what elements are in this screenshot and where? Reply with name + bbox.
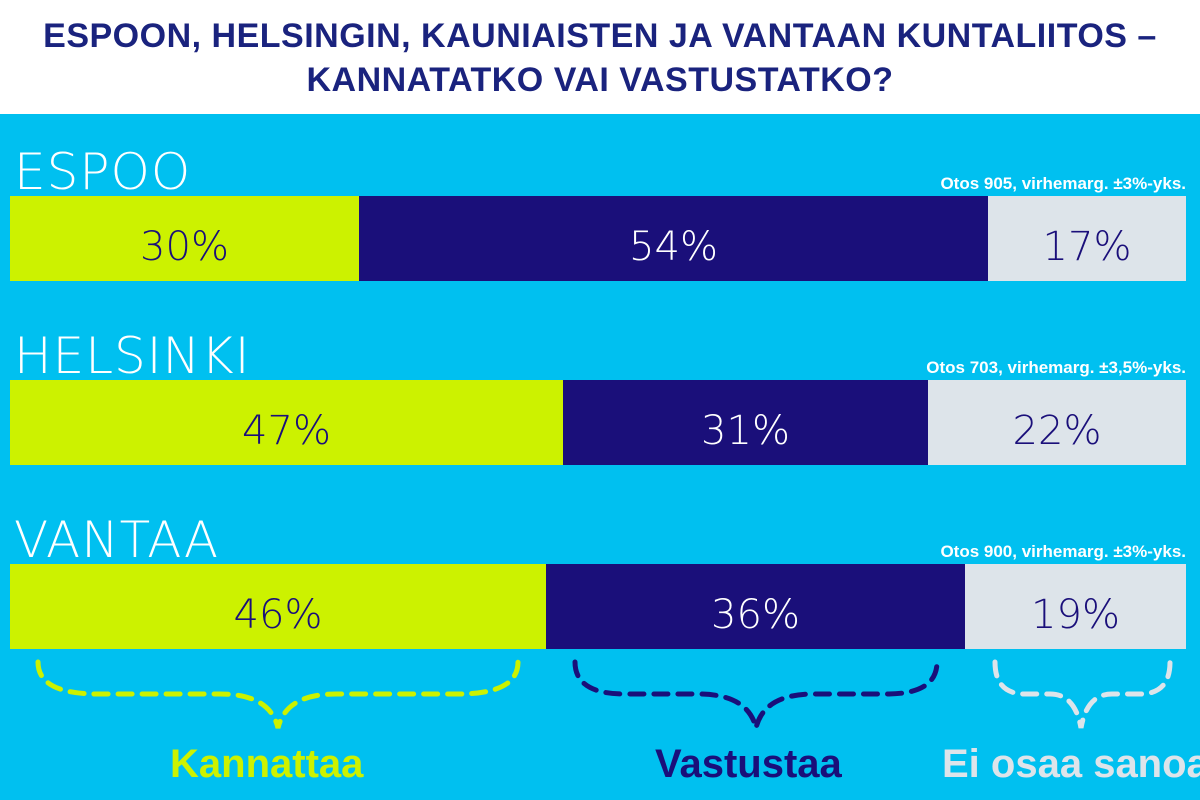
data-label-espoo-kannattaa: 30% xyxy=(140,223,229,270)
legend-braces xyxy=(35,659,1173,729)
city-label-helsinki: HELSINKI xyxy=(14,327,251,385)
stacked-bar-espoo: 30% 54% 17% xyxy=(10,196,1186,281)
bar-segment-helsinki-ei-osaa: 22% xyxy=(928,380,1186,465)
bar-segment-vantaa-kannattaa: 46% xyxy=(10,564,546,649)
bar-segment-vantaa-vastustaa: 36% xyxy=(546,564,965,649)
brace-ei-osaa xyxy=(992,659,1173,729)
data-label-vantaa-kannattaa: 46% xyxy=(233,591,323,638)
chart-title-line-2: KANNATATKO VAI VASTUSTATKO? xyxy=(306,61,894,99)
bar-segment-espoo-kannattaa: 30% xyxy=(10,196,359,281)
legend-label-kannattaa: Kannattaa xyxy=(170,742,364,786)
data-label-helsinki-kannattaa: 47% xyxy=(242,407,331,454)
bar-segment-helsinki-kannattaa: 47% xyxy=(10,380,563,465)
bar-segment-espoo-vastustaa: 54% xyxy=(359,196,988,281)
legend-label-vastustaa: Vastustaa xyxy=(655,742,842,786)
legend-label-ei-osaa: Ei osaa sanoa xyxy=(942,742,1200,786)
title-band: ESPOON, HELSINGIN, KAUNIAISTEN JA VANTAA… xyxy=(0,0,1200,114)
data-label-espoo-vastustaa: 54% xyxy=(629,223,718,270)
sample-note-helsinki: Otos 703, virhemarg. ±3,5%-yks. xyxy=(926,358,1186,377)
panel-espoo: ESPOO Otos 905, virhemarg. ±3%-yks. 30% … xyxy=(0,144,1200,304)
data-label-espoo-ei-osaa: 17% xyxy=(1042,223,1132,270)
bar-segment-espoo-ei-osaa: 17% xyxy=(988,196,1186,281)
data-label-helsinki-vastustaa: 31% xyxy=(701,407,790,454)
bar-segment-vantaa-ei-osaa: 19% xyxy=(965,564,1186,649)
stacked-bar-helsinki: 47% 31% 22% xyxy=(10,380,1186,465)
stacked-bar-vantaa: 46% 36% 19% xyxy=(10,564,1186,649)
brace-vastustaa xyxy=(572,659,940,729)
sample-note-vantaa: Otos 900, virhemarg. ±3%-yks. xyxy=(940,542,1186,561)
data-label-helsinki-ei-osaa: 22% xyxy=(1012,407,1102,454)
bar-segment-helsinki-vastustaa: 31% xyxy=(563,380,928,465)
data-label-vantaa-ei-osaa: 19% xyxy=(1031,591,1120,638)
data-label-vantaa-vastustaa: 36% xyxy=(711,591,800,638)
sample-note-espoo: Otos 905, virhemarg. ±3%-yks. xyxy=(940,174,1186,193)
chart-title-line-1: ESPOON, HELSINGIN, KAUNIAISTEN JA VANTAA… xyxy=(43,17,1157,55)
panel-helsinki: HELSINKI Otos 703, virhemarg. ±3,5%-yks.… xyxy=(0,328,1200,488)
city-label-espoo: ESPOO xyxy=(14,143,192,201)
brace-kannattaa xyxy=(35,659,521,729)
panel-vantaa: VANTAA Otos 900, virhemarg. ±3%-yks. 46%… xyxy=(0,512,1200,672)
city-label-vantaa: VANTAA xyxy=(14,511,220,569)
